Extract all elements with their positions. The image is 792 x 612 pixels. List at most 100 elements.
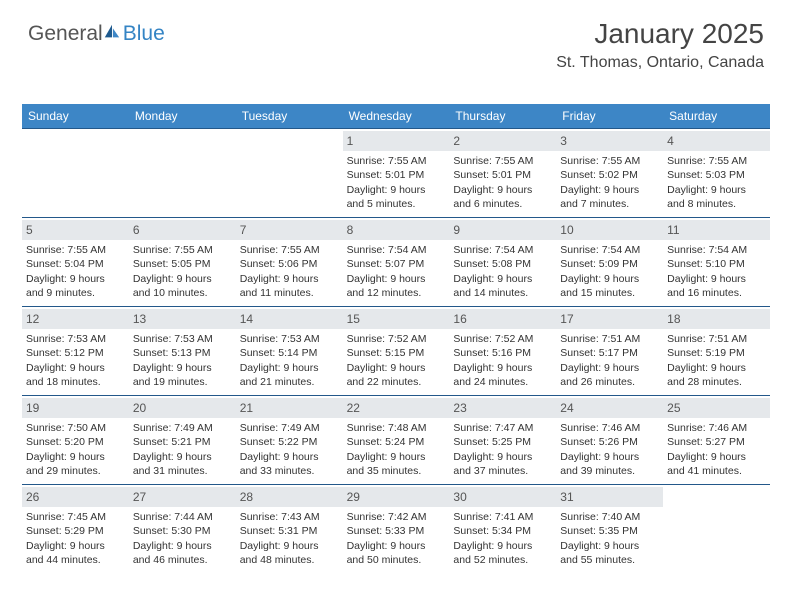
weekday-header: Tuesday [236,104,343,128]
daylight-text: Daylight: 9 hours [667,450,766,464]
daylight-text: Daylight: 9 hours [453,361,552,375]
day-number: 2 [449,131,556,151]
sunset-text: Sunset: 5:30 PM [133,524,232,538]
sunrise-text: Sunrise: 7:54 AM [347,243,446,257]
sunset-text: Sunset: 5:34 PM [453,524,552,538]
day-cell: 13Sunrise: 7:53 AMSunset: 5:13 PMDayligh… [129,307,236,395]
sunrise-text: Sunrise: 7:55 AM [347,154,446,168]
sunset-text: Sunset: 5:29 PM [26,524,125,538]
day-cell: 16Sunrise: 7:52 AMSunset: 5:16 PMDayligh… [449,307,556,395]
daylight-text: and 55 minutes. [560,553,659,567]
sunrise-text: Sunrise: 7:47 AM [453,421,552,435]
daylight-text: and 7 minutes. [560,197,659,211]
daylight-text: Daylight: 9 hours [133,539,232,553]
daylight-text: and 46 minutes. [133,553,232,567]
daylight-text: Daylight: 9 hours [240,272,339,286]
daylight-text: Daylight: 9 hours [667,272,766,286]
daylight-text: and 12 minutes. [347,286,446,300]
daylight-text: Daylight: 9 hours [347,539,446,553]
location-subtitle: St. Thomas, Ontario, Canada [556,54,764,72]
daylight-text: and 31 minutes. [133,464,232,478]
sunset-text: Sunset: 5:24 PM [347,435,446,449]
daylight-text: Daylight: 9 hours [240,361,339,375]
sunset-text: Sunset: 5:27 PM [667,435,766,449]
header: January 2025 St. Thomas, Ontario, Canada [556,18,764,72]
daylight-text: Daylight: 9 hours [560,272,659,286]
daylight-text: and 5 minutes. [347,197,446,211]
sunrise-text: Sunrise: 7:49 AM [133,421,232,435]
daylight-text: and 26 minutes. [560,375,659,389]
day-number: 1 [343,131,450,151]
day-cell [22,129,129,217]
daylight-text: and 33 minutes. [240,464,339,478]
sunrise-text: Sunrise: 7:53 AM [26,332,125,346]
day-number: 21 [236,398,343,418]
sunrise-text: Sunrise: 7:49 AM [240,421,339,435]
daylight-text: Daylight: 9 hours [560,450,659,464]
sunrise-text: Sunrise: 7:45 AM [26,510,125,524]
sunrise-text: Sunrise: 7:51 AM [667,332,766,346]
sunrise-text: Sunrise: 7:55 AM [240,243,339,257]
day-number: 16 [449,309,556,329]
daylight-text: and 18 minutes. [26,375,125,389]
daylight-text: and 48 minutes. [240,553,339,567]
sunset-text: Sunset: 5:21 PM [133,435,232,449]
day-cell: 9Sunrise: 7:54 AMSunset: 5:08 PMDaylight… [449,218,556,306]
day-cell: 12Sunrise: 7:53 AMSunset: 5:12 PMDayligh… [22,307,129,395]
day-number: 7 [236,220,343,240]
sunrise-text: Sunrise: 7:42 AM [347,510,446,524]
day-cell [236,129,343,217]
daylight-text: Daylight: 9 hours [133,272,232,286]
day-cell: 8Sunrise: 7:54 AMSunset: 5:07 PMDaylight… [343,218,450,306]
sunrise-text: Sunrise: 7:54 AM [667,243,766,257]
day-number: 28 [236,487,343,507]
sunrise-text: Sunrise: 7:48 AM [347,421,446,435]
sunrise-text: Sunrise: 7:55 AM [133,243,232,257]
sunset-text: Sunset: 5:25 PM [453,435,552,449]
sunrise-text: Sunrise: 7:41 AM [453,510,552,524]
daylight-text: Daylight: 9 hours [560,539,659,553]
day-number: 6 [129,220,236,240]
daylight-text: Daylight: 9 hours [453,272,552,286]
day-number: 15 [343,309,450,329]
day-cell: 26Sunrise: 7:45 AMSunset: 5:29 PMDayligh… [22,485,129,573]
daylight-text: Daylight: 9 hours [560,183,659,197]
day-cell: 14Sunrise: 7:53 AMSunset: 5:14 PMDayligh… [236,307,343,395]
sunrise-text: Sunrise: 7:55 AM [453,154,552,168]
day-cell: 24Sunrise: 7:46 AMSunset: 5:26 PMDayligh… [556,396,663,484]
day-cell: 30Sunrise: 7:41 AMSunset: 5:34 PMDayligh… [449,485,556,573]
daylight-text: and 14 minutes. [453,286,552,300]
sunset-text: Sunset: 5:04 PM [26,257,125,271]
day-number: 18 [663,309,770,329]
sunrise-text: Sunrise: 7:52 AM [347,332,446,346]
sunset-text: Sunset: 5:35 PM [560,524,659,538]
sunset-text: Sunset: 5:31 PM [240,524,339,538]
day-cell: 21Sunrise: 7:49 AMSunset: 5:22 PMDayligh… [236,396,343,484]
daylight-text: and 21 minutes. [240,375,339,389]
day-number: 14 [236,309,343,329]
week-row: 19Sunrise: 7:50 AMSunset: 5:20 PMDayligh… [22,395,770,484]
day-number: 4 [663,131,770,151]
sunset-text: Sunset: 5:12 PM [26,346,125,360]
sunset-text: Sunset: 5:16 PM [453,346,552,360]
daylight-text: Daylight: 9 hours [347,450,446,464]
day-cell [129,129,236,217]
day-cell: 20Sunrise: 7:49 AMSunset: 5:21 PMDayligh… [129,396,236,484]
sunset-text: Sunset: 5:10 PM [667,257,766,271]
daylight-text: Daylight: 9 hours [347,183,446,197]
daylight-text: and 37 minutes. [453,464,552,478]
daylight-text: Daylight: 9 hours [453,450,552,464]
sunrise-text: Sunrise: 7:51 AM [560,332,659,346]
daylight-text: and 24 minutes. [453,375,552,389]
day-number: 8 [343,220,450,240]
daylight-text: and 22 minutes. [347,375,446,389]
day-cell: 10Sunrise: 7:54 AMSunset: 5:09 PMDayligh… [556,218,663,306]
daylight-text: Daylight: 9 hours [667,183,766,197]
sunrise-text: Sunrise: 7:40 AM [560,510,659,524]
daylight-text: and 29 minutes. [26,464,125,478]
day-number: 12 [22,309,129,329]
sunrise-text: Sunrise: 7:53 AM [240,332,339,346]
day-number: 11 [663,220,770,240]
daylight-text: Daylight: 9 hours [133,450,232,464]
sunset-text: Sunset: 5:22 PM [240,435,339,449]
